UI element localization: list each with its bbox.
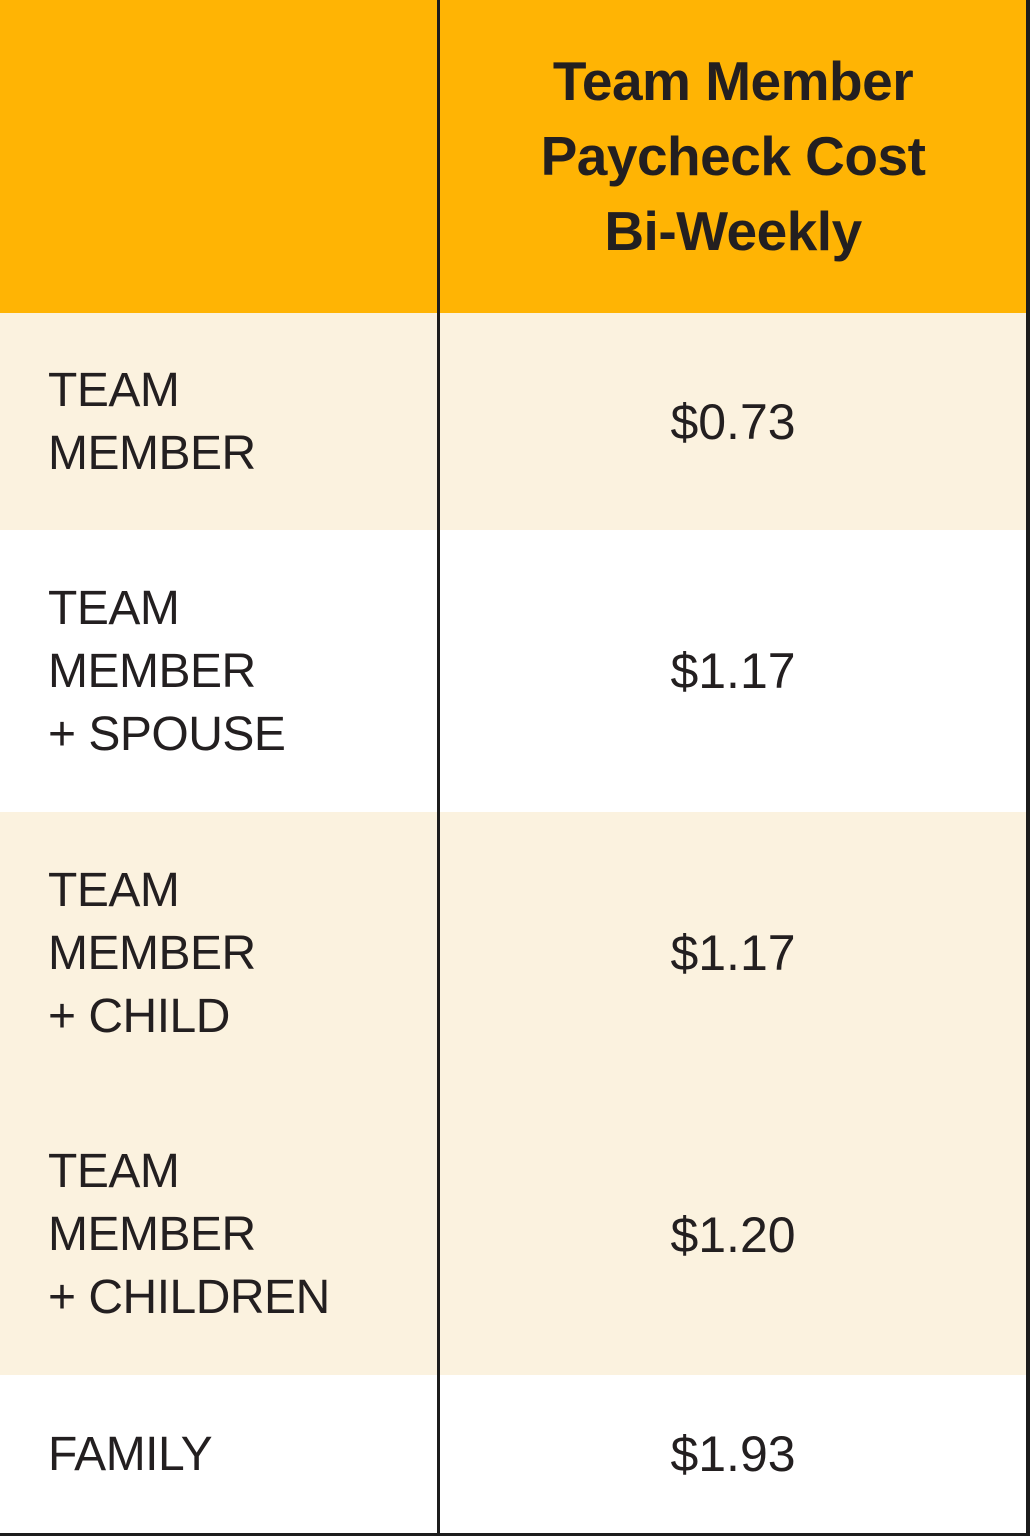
table-row: TEAM MEMBER + CHILD $1.17 xyxy=(0,812,1026,1094)
row-label-cell: TEAM MEMBER + CHILD xyxy=(0,812,440,1094)
table-row: TEAM MEMBER + SPOUSE $1.17 xyxy=(0,530,1026,812)
row-value-cell: $1.17 xyxy=(440,812,1026,1094)
row-value-cell: $1.93 xyxy=(440,1375,1026,1533)
row-value: $1.17 xyxy=(670,643,796,699)
row-value: $1.20 xyxy=(670,1206,796,1263)
row-label-cell: TEAM MEMBER + SPOUSE xyxy=(0,530,440,812)
row-value-cell: $1.17 xyxy=(440,530,1026,812)
row-value: $0.73 xyxy=(670,393,796,450)
table-header-row: Team Member Paycheck Cost Bi-Weekly xyxy=(0,0,1026,313)
row-label-cell: TEAM MEMBER xyxy=(0,313,440,530)
row-value: $1.17 xyxy=(670,925,796,981)
table-row: TEAM MEMBER $0.73 xyxy=(0,313,1026,530)
table-row: TEAM MEMBER + CHILDREN $1.20 xyxy=(0,1094,1026,1375)
row-label: TEAM MEMBER + CHILD xyxy=(48,863,256,1043)
row-value-cell: $0.73 xyxy=(440,313,1026,530)
table-row: FAMILY $1.93 xyxy=(0,1375,1026,1533)
row-label-cell: TEAM MEMBER + CHILDREN xyxy=(0,1094,440,1375)
header-title-cell: Team Member Paycheck Cost Bi-Weekly xyxy=(440,0,1026,313)
row-label: TEAM MEMBER xyxy=(48,363,256,480)
header-col2-title: Team Member Paycheck Cost Bi-Weekly xyxy=(540,50,926,262)
row-label: FAMILY xyxy=(48,1427,213,1481)
row-value-cell: $1.20 xyxy=(440,1094,1026,1375)
row-label: TEAM MEMBER + CHILDREN xyxy=(48,1145,330,1324)
row-label: TEAM MEMBER + SPOUSE xyxy=(48,581,286,761)
row-value: $1.93 xyxy=(670,1426,796,1482)
header-empty-cell xyxy=(0,0,440,313)
row-label-cell: FAMILY xyxy=(0,1375,440,1533)
